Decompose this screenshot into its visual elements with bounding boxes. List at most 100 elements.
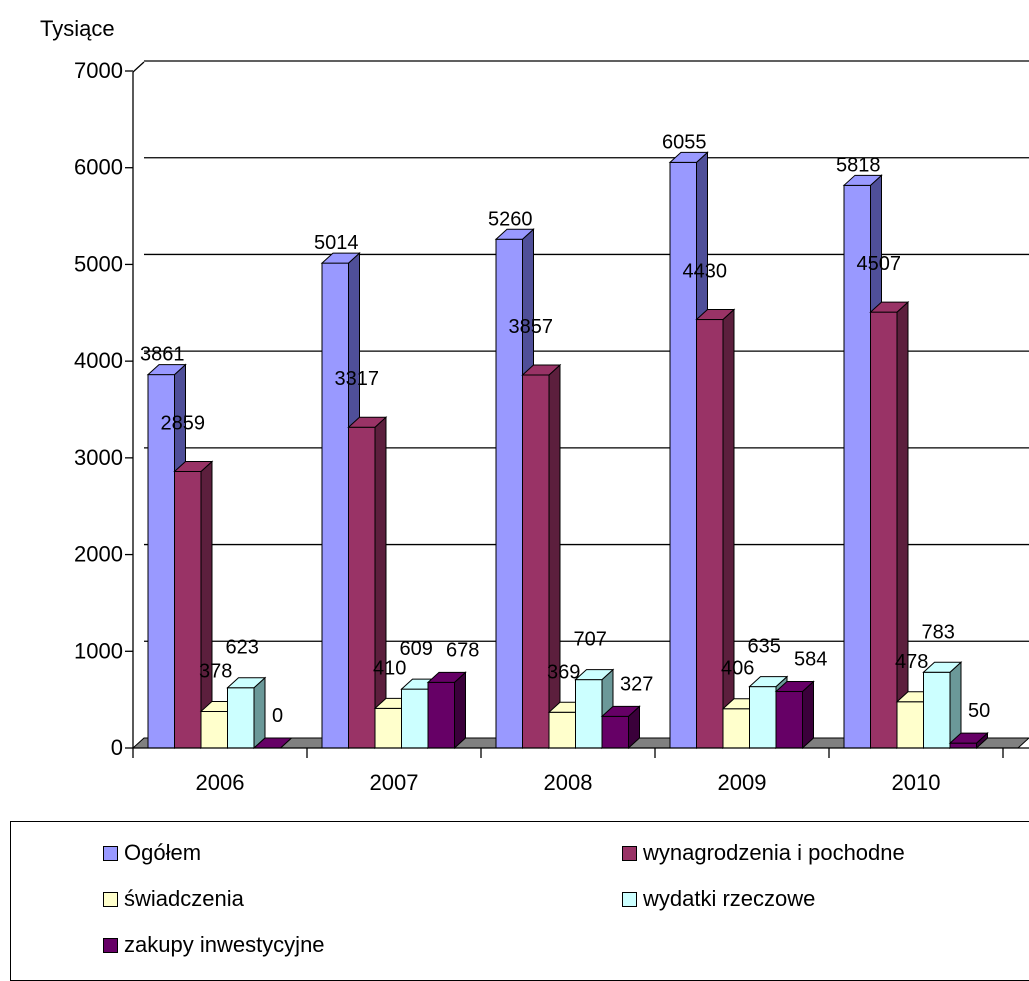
bar-side: [896, 300, 909, 750]
bar-front: [348, 426, 376, 749]
legend-label: zakupy inwestycyjne: [124, 932, 325, 957]
data-label: 378: [199, 660, 232, 682]
bar-top: [774, 681, 815, 693]
y-tick-label: 1000: [74, 638, 123, 663]
bar-top: [226, 677, 267, 689]
legend: Ogółem wynagrodzenia i pochodne świadcze…: [10, 821, 1029, 981]
legend-label: wynagrodzenia i pochodne: [643, 840, 905, 865]
bar: [600, 705, 641, 750]
bar-top: [922, 661, 963, 673]
bar-front: [401, 688, 429, 749]
data-label: 4507: [857, 253, 902, 275]
data-label: 369: [547, 661, 580, 683]
legend-item-wydatki-rzeczowe: wydatki rzeczowe: [622, 886, 815, 912]
y-axis-top-edge: [132, 61, 145, 73]
y-tick-label: 3000: [74, 445, 123, 470]
data-label: 5818: [836, 154, 881, 176]
bar: [922, 661, 963, 750]
bar-front: [896, 701, 924, 749]
legend-label: Ogółem: [124, 840, 202, 865]
bar-side: [722, 308, 735, 750]
bar-front: [949, 742, 977, 749]
data-label: 3857: [509, 316, 554, 338]
bar-side: [802, 680, 814, 750]
y-tick-label: 6000: [74, 155, 123, 180]
data-label: 635: [748, 636, 781, 658]
bar-top: [347, 416, 388, 428]
x-tick-label: 2007: [370, 770, 419, 795]
data-label: 410: [373, 657, 406, 679]
bar-front: [749, 686, 777, 749]
data-label: 5014: [314, 232, 359, 254]
data-label: 478: [895, 651, 928, 673]
legend-item-swiadczenia: świadczenia: [103, 886, 244, 912]
y-tick-label: 7000: [74, 58, 123, 83]
legend-label: wydatki rzeczowe: [643, 886, 816, 911]
legend-swatch-zakupy-inwestycyjne: [103, 937, 118, 953]
bar-front: [696, 319, 724, 749]
legend-label: świadczenia: [124, 886, 244, 911]
bar-side: [548, 363, 561, 750]
bar-top: [600, 705, 641, 717]
data-label: 783: [922, 621, 955, 643]
bars: [146, 151, 989, 750]
bar-front: [427, 681, 455, 749]
bar-front: [321, 262, 349, 749]
bar: [869, 300, 910, 750]
bar-front: [548, 711, 576, 749]
bar-front: [722, 708, 750, 749]
bar-front: [775, 691, 803, 749]
bar-top: [695, 309, 736, 321]
legend-item-wynagrodzenia: wynagrodzenia i pochodne: [622, 840, 905, 866]
data-label: 327: [620, 673, 653, 695]
bar-front: [870, 311, 898, 749]
bar-front: [200, 710, 228, 749]
bar: [426, 671, 467, 750]
bar-front: [174, 470, 202, 749]
bar-top: [869, 301, 910, 313]
bar-top: [173, 460, 214, 472]
bar-front: [374, 707, 402, 749]
bar-top: [426, 671, 467, 683]
bar: [695, 308, 736, 750]
bar-top: [320, 252, 361, 264]
bar-front: [227, 687, 255, 749]
bar: [173, 460, 214, 750]
y-tick-label: 4000: [74, 348, 123, 373]
bar: [226, 676, 267, 750]
data-label: 5260: [488, 208, 533, 230]
gridlines: [144, 60, 1029, 642]
bar-top: [948, 732, 989, 744]
x-tick-label: 2009: [718, 770, 767, 795]
data-label: 3317: [335, 368, 380, 390]
bar-top: [842, 174, 883, 186]
bar-front: [601, 715, 629, 749]
legend-swatch-wydatki-rzeczowe: [622, 891, 637, 907]
bar-front: [669, 161, 697, 749]
legend-swatch-wynagrodzenia: [622, 845, 637, 861]
data-label: 406: [721, 658, 754, 680]
legend-item-ogolem: Ogółem: [103, 840, 201, 866]
data-label: 6055: [662, 131, 707, 153]
x-tick-label: 2008: [544, 770, 593, 795]
bar-side: [374, 416, 387, 750]
bar: [948, 732, 989, 750]
x-tick-label: 2010: [892, 770, 941, 795]
data-label: 623: [226, 637, 259, 659]
bar-top: [494, 228, 535, 240]
legend-swatch-ogolem: [103, 845, 118, 861]
bar-front: [522, 374, 550, 749]
data-label: 50: [968, 700, 990, 722]
data-label: 3861: [140, 344, 185, 366]
data-label: 707: [574, 629, 607, 651]
data-label: 584: [794, 649, 827, 671]
data-label: 2859: [161, 412, 206, 434]
x-tick-label: 2006: [196, 770, 245, 795]
bar-top: [668, 151, 709, 163]
bar-top: [521, 364, 562, 376]
axes: 0 1000 2000 3000 4000 5000 6000 7000 2006 2007 200…: [74, 58, 1029, 795]
data-label: 609: [400, 638, 433, 660]
bar-top: [574, 669, 615, 681]
